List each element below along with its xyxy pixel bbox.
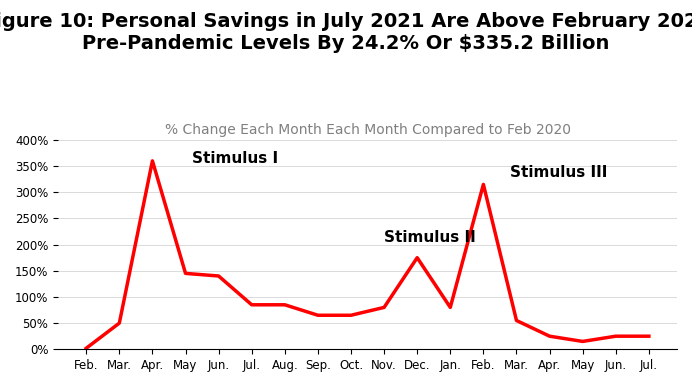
Text: Stimulus I: Stimulus I (192, 151, 278, 166)
Text: Stimulus II: Stimulus II (384, 230, 476, 245)
Text: Figure 10: Personal Savings in July 2021 Are Above February 2020
Pre-Pandemic Le: Figure 10: Personal Savings in July 2021… (0, 12, 692, 53)
Text: Stimulus III: Stimulus III (510, 164, 608, 180)
Title: % Change Each Month Each Month Compared to Feb 2020: % Change Each Month Each Month Compared … (165, 123, 570, 137)
